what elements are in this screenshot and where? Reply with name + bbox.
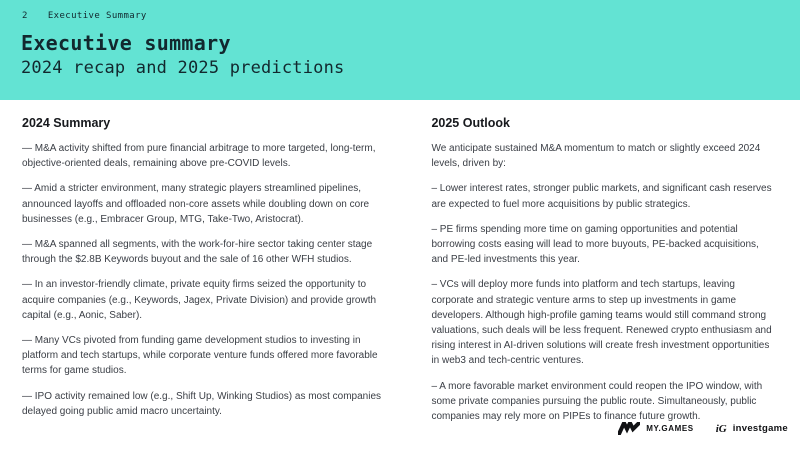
slide-subtitle: 2024 recap and 2025 predictions — [21, 58, 345, 78]
summary-paragraph: — In an investor-friendly climate, priva… — [22, 279, 377, 321]
column-heading-2024-summary: 2024 Summary — [22, 116, 111, 130]
slide-title: Executive summary — [21, 31, 231, 55]
footer-logos: MY.GAMES iG investgame — [618, 422, 788, 435]
mygames-zigzag-icon — [618, 422, 641, 435]
header-eyebrow: 2 Executive Summary — [22, 11, 147, 21]
investgame-logo: iG investgame — [716, 423, 788, 435]
summary-paragraph: — IPO activity remained low (e.g., Shift… — [22, 390, 382, 417]
column-2024-summary: 2024 Summary — M&A activity shifted from… — [22, 116, 387, 434]
mygames-logo: MY.GAMES — [618, 422, 693, 435]
summary-paragraph: — Many VCs pivoted from funding game dev… — [22, 335, 378, 377]
summary-paragraph: — M&A spanned all segments, with the wor… — [22, 239, 373, 266]
column-heading-2025-outlook: 2025 Outlook — [431, 116, 510, 130]
outlook-paragraph: – A more favorable market environment co… — [431, 380, 763, 423]
mygames-wordmark: MY.GAMES — [646, 424, 694, 433]
outlook-paragraph: We anticipate sustained M&A momentum to … — [431, 143, 761, 170]
outlook-paragraph: – Lower interest rates, stronger public … — [431, 183, 772, 210]
outlook-paragraph: – PE firms spending more time on gaming … — [431, 223, 759, 266]
slide-header: 2 Executive Summary Executive summary 20… — [0, 0, 800, 100]
outlook-paragraph: – VCs will deploy more funds into platfo… — [431, 279, 772, 367]
eyebrow-label: Executive Summary — [47, 11, 147, 21]
investgame-ig-icon: iG — [715, 422, 727, 435]
summary-paragraph: — Amid a stricter environment, many stra… — [22, 183, 370, 225]
column-2025-outlook: 2025 Outlook We anticipate sustained M&A… — [431, 116, 778, 434]
summary-paragraph: — M&A activity shifted from pure financi… — [22, 143, 376, 170]
page-number: 2 — [22, 11, 28, 21]
investgame-wordmark: investgame — [732, 423, 788, 434]
slide-body: 2024 Summary — M&A activity shifted from… — [0, 100, 800, 434]
